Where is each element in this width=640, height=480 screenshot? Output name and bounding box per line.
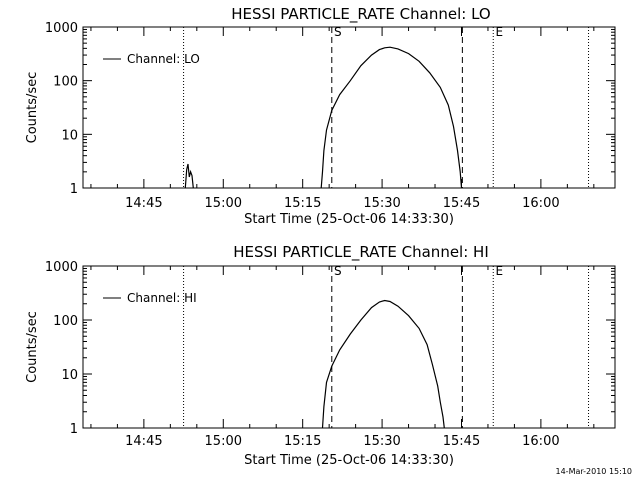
x-tick-label: 15:15 — [284, 434, 321, 449]
y-tick-label: 100 — [53, 75, 78, 90]
y-tick-label: 10 — [61, 128, 78, 143]
x-tick-label: 15:15 — [284, 196, 321, 211]
x-tick-label: 15:45 — [443, 196, 480, 211]
x-tick-label: 16:00 — [522, 196, 559, 211]
x-tick-label: 15:45 — [443, 434, 480, 449]
time-marker-label: E — [495, 25, 503, 39]
x-tick-label: 14:45 — [125, 196, 162, 211]
y-axis-label: Counts/sec — [25, 72, 40, 144]
chart-panel-2: HESSI PARTICLE_RATE Channel: HI Counts/se… — [25, 243, 616, 468]
series-line — [320, 46, 463, 189]
chart-panel-1: HESSI PARTICLE_RATE Channel: LO Counts/se… — [25, 5, 616, 227]
x-axis-label: Start Time (25-Oct-06 14:33:30) — [244, 453, 454, 468]
time-marker-label: E — [495, 264, 503, 278]
x-tick-label: 15:00 — [205, 196, 242, 211]
chart-title: HESSI PARTICLE_RATE Channel: HI — [233, 243, 489, 262]
time-marker-label: S — [334, 264, 342, 278]
x-tick-label: 15:30 — [363, 434, 400, 449]
x-axis-label: Start Time (25-Oct-06 14:33:30) — [244, 212, 454, 227]
y-tick-label: 1000 — [45, 260, 78, 275]
plot-frame — [82, 265, 616, 429]
time-marker-label: S — [334, 25, 342, 39]
legend-label: Channel: HI — [127, 291, 197, 305]
x-tick-label: 14:45 — [125, 434, 162, 449]
legend-label: Channel: LO — [127, 52, 200, 66]
y-tick-label: 100 — [53, 314, 78, 329]
series-line — [321, 299, 445, 429]
x-tick-label: 15:00 — [205, 434, 242, 449]
plot-frame — [82, 26, 616, 189]
footer-stamp: 14-Mar-2010 15:10 — [555, 467, 633, 476]
y-tick-label: 1 — [70, 182, 78, 197]
x-tick-label: 16:00 — [522, 434, 559, 449]
series-line — [184, 163, 194, 189]
y-tick-label: 10 — [61, 368, 78, 383]
y-tick-label: 1000 — [45, 21, 78, 36]
x-tick-label: 15:30 — [363, 196, 400, 211]
chart-title: HESSI PARTICLE_RATE Channel: LO — [231, 5, 490, 24]
y-tick-label: 1 — [70, 422, 78, 437]
y-axis-label: Counts/sec — [25, 311, 40, 383]
